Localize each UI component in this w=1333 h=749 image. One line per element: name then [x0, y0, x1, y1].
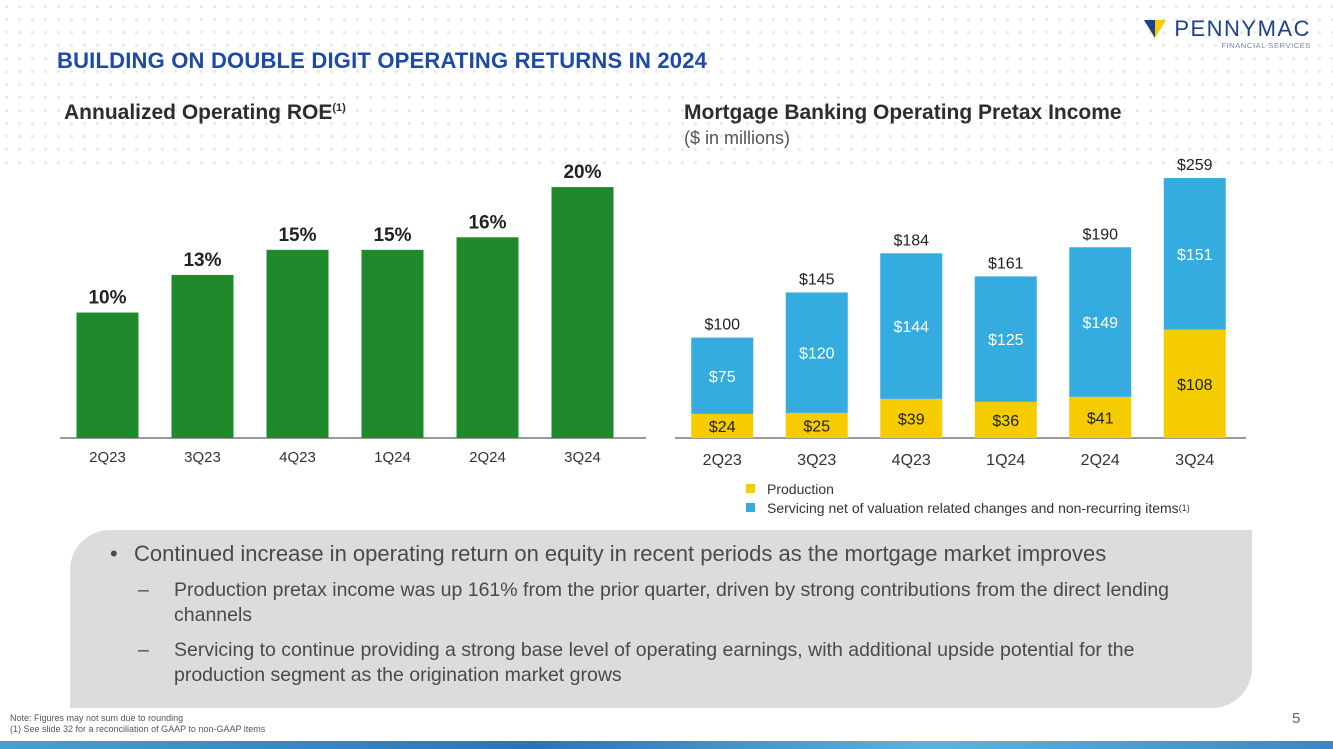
servicing-bar-segment	[880, 253, 943, 399]
roe-chart-title: Annualized Operating ROE(1)	[64, 101, 346, 125]
servicing-bar-segment	[1069, 247, 1132, 397]
servicing-bar-segment	[691, 337, 754, 414]
servicing-value-label: $120	[799, 346, 835, 363]
pretax-chart-subtitle: ($ in millions)	[684, 128, 791, 148]
total-value-label: $100	[704, 317, 740, 334]
sub-bullet: – Servicing to continue providing a stro…	[110, 638, 1222, 688]
pretax-category-label: 1Q24	[986, 452, 1025, 469]
total-value-label: $259	[1177, 157, 1213, 174]
roe-value-label: 20%	[563, 162, 601, 183]
servicing-value-label: $151	[1177, 247, 1213, 264]
sub-bullet-text-production: Production pretax income was up 161% fro…	[174, 579, 1170, 626]
production-value-label: $108	[1177, 377, 1213, 394]
servicing-bar-segment	[1163, 178, 1226, 330]
roe-value-label: 10%	[88, 288, 126, 309]
logo-mark-icon	[1144, 20, 1167, 38]
sub-bullet-text-servicing: Servicing to continue providing a strong…	[174, 639, 1135, 686]
total-value-label: $145	[799, 271, 835, 288]
roe-title-footnote: (1)	[332, 102, 346, 114]
legend-footnote-servicing: (1)	[1178, 502, 1190, 513]
roe-bar	[361, 249, 424, 438]
production-value-label: $39	[898, 411, 925, 428]
roe-bar	[551, 187, 614, 438]
servicing-value-label: $144	[893, 319, 929, 336]
legend-label-production: Production	[767, 480, 834, 497]
commentary-box: • Continued increase in operating return…	[70, 530, 1252, 708]
production-bar-segment	[785, 412, 848, 438]
servicing-bar-segment	[974, 276, 1037, 402]
sub-bullet-dash: –	[138, 639, 149, 661]
production-value-label: $24	[709, 419, 736, 436]
total-value-label: $161	[988, 255, 1024, 272]
servicing-bar-segment	[785, 292, 848, 413]
sub-bullet-dash: –	[138, 579, 149, 601]
pretax-category-label: 4Q23	[892, 452, 931, 469]
roe-category-label: 3Q24	[564, 449, 601, 466]
sub-bullet: – Production pretax income was up 161% f…	[110, 578, 1222, 628]
production-bar-segment	[1069, 396, 1132, 438]
page-number: 5	[1292, 710, 1301, 727]
servicing-value-label: $149	[1082, 315, 1118, 332]
dot-pattern-background	[0, 0, 1333, 165]
production-bar-segment	[1163, 329, 1226, 438]
roe-value-label: 13%	[183, 250, 221, 271]
roe-bar	[456, 237, 519, 438]
roe-category-label: 1Q24	[374, 449, 411, 466]
production-value-label: $36	[992, 413, 1019, 430]
logo-name: PENNYMAC	[1174, 16, 1311, 41]
roe-bar	[266, 249, 329, 438]
roe-value-label: 16%	[468, 212, 506, 233]
legend-swatch-production	[746, 484, 755, 493]
servicing-value-label: $75	[709, 369, 736, 386]
legend-item-production: Production	[746, 479, 1190, 498]
servicing-value-label: $125	[988, 332, 1024, 349]
main-bullet-text: Continued increase in operating return o…	[134, 541, 1107, 566]
total-value-label: $190	[1082, 226, 1118, 243]
legend-swatch-servicing	[746, 503, 755, 512]
pretax-chart-legend: Production Servicing net of valuation re…	[746, 479, 1190, 517]
roe-category-label: 3Q23	[184, 449, 221, 466]
production-bar-segment	[880, 398, 943, 438]
pretax-category-label: 2Q24	[1081, 452, 1120, 469]
roe-category-label: 4Q23	[279, 449, 316, 466]
pretax-category-label: 2Q23	[703, 452, 742, 469]
legend-label-servicing: Servicing net of valuation related chang…	[767, 499, 1179, 516]
roe-value-label: 15%	[373, 225, 411, 246]
pretax-category-label: 3Q23	[797, 452, 836, 469]
roe-category-label: 2Q24	[469, 449, 506, 466]
roe-value-label: 15%	[278, 225, 316, 246]
pretax-chart-title: Mortgage Banking Operating Pretax Income	[684, 101, 1122, 124]
logo-tagline: FINANCIAL SERVICES	[1221, 41, 1311, 50]
bottom-decorative-band	[0, 741, 1333, 749]
slide-title: BUILDING ON DOUBLE DIGIT OPERATING RETUR…	[57, 48, 708, 73]
production-bar-segment	[974, 401, 1037, 438]
footnotes: Note: Figures may not sum due to roundin…	[10, 713, 265, 735]
pretax-category-label: 3Q24	[1175, 452, 1214, 469]
production-value-label: $41	[1087, 410, 1114, 427]
bullet-mark: •	[110, 541, 118, 566]
total-value-label: $184	[893, 232, 929, 249]
roe-title-text: Annualized Operating ROE	[64, 101, 333, 124]
roe-bar	[76, 312, 139, 438]
pennymac-logo: PENNYMAC FINANCIAL SERVICES	[1144, 18, 1311, 50]
roe-category-label: 2Q23	[89, 449, 126, 466]
production-bar-segment	[691, 413, 754, 438]
legend-item-servicing: Servicing net of valuation related chang…	[746, 498, 1190, 517]
footnote-rounding: Note: Figures may not sum due to roundin…	[10, 713, 184, 723]
roe-bar	[171, 274, 234, 438]
production-value-label: $25	[803, 418, 830, 435]
footnote-reconciliation: (1) See slide 32 for a reconciliation of…	[10, 724, 266, 734]
main-bullet: • Continued increase in operating return…	[110, 540, 1222, 568]
